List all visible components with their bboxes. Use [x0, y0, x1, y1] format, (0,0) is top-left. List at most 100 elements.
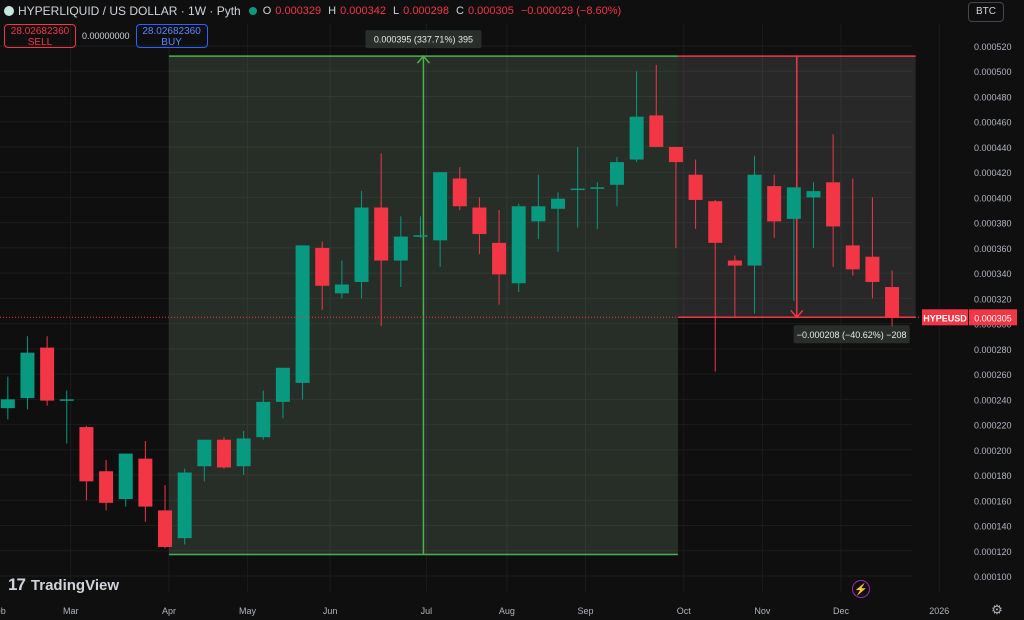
symbol-title[interactable]: HYPERLIQUID / US DOLLAR · 1W · Pyth: [18, 4, 241, 18]
candle[interactable]: [216, 437, 231, 469]
candle[interactable]: [138, 440, 153, 522]
time-tick-label: Dec: [833, 606, 850, 616]
candle[interactable]: [492, 210, 507, 305]
price-tick-label: 0.000440: [974, 143, 1012, 153]
candle[interactable]: [256, 390, 271, 440]
candle[interactable]: [688, 159, 703, 229]
time-tick-label: Mar: [63, 606, 79, 616]
candle[interactable]: [177, 468, 192, 545]
candle[interactable]: [374, 153, 389, 327]
candle[interactable]: [767, 174, 782, 238]
candle[interactable]: [20, 336, 35, 410]
sell-label: SELL: [27, 37, 53, 48]
time-tick-label: Jun: [323, 606, 338, 616]
measure-down-label: −0.000208 (−40.62%) −208: [797, 330, 907, 340]
candle[interactable]: [708, 199, 723, 372]
candle[interactable]: [649, 64, 664, 147]
candle[interactable]: [315, 241, 330, 310]
candle[interactable]: [511, 203, 526, 293]
candle-body: [158, 510, 173, 547]
candle[interactable]: [158, 485, 173, 549]
time-tick-label: Jul: [421, 606, 433, 616]
candle[interactable]: [668, 146, 683, 248]
candle[interactable]: [59, 390, 74, 444]
candle[interactable]: [845, 178, 860, 276]
price-tick-label: 0.000420: [974, 168, 1012, 178]
candle[interactable]: [570, 146, 585, 228]
candle-body: [374, 207, 389, 261]
candle[interactable]: [590, 182, 605, 229]
open-label: O: [262, 5, 272, 17]
change-value: −0.000029 (−8.60%): [520, 5, 622, 17]
candle-body: [767, 186, 782, 222]
candle-body: [590, 187, 605, 189]
lightning-icon[interactable]: ⚡: [852, 580, 870, 598]
candle[interactable]: [0, 376, 15, 420]
brand-mark: 17: [8, 575, 26, 594]
candle-body: [786, 187, 801, 219]
candle[interactable]: [865, 197, 880, 299]
candle[interactable]: [413, 216, 428, 238]
measure-up-arrow-head: [416, 54, 430, 64]
candle[interactable]: [236, 430, 251, 476]
last-price-badge-bg: [969, 309, 1017, 326]
candle-body: [688, 174, 703, 200]
price-tick-label: 0.000360: [974, 244, 1012, 254]
gear-icon[interactable]: ⚙: [991, 602, 1003, 617]
price-tick-label: 0.000280: [974, 345, 1012, 355]
candle-body: [177, 472, 192, 539]
candle-body: [885, 287, 900, 318]
candle[interactable]: [551, 192, 566, 252]
candle-body: [334, 284, 349, 294]
candle[interactable]: [334, 260, 349, 299]
candle[interactable]: [40, 336, 55, 406]
candle[interactable]: [452, 167, 467, 211]
price-tick-label: 0.000240: [974, 395, 1012, 405]
tradingview-logo[interactable]: 17 TradingView: [8, 575, 119, 595]
price-tick-label: 0.000140: [974, 522, 1012, 532]
candle[interactable]: [885, 270, 900, 327]
currency-select[interactable]: BTC: [968, 2, 1004, 22]
candle-body: [492, 242, 507, 275]
price-tick-label: 0.000400: [974, 193, 1012, 203]
candle[interactable]: [629, 71, 644, 163]
candle[interactable]: [609, 157, 624, 207]
candle[interactable]: [99, 459, 114, 511]
candle[interactable]: [531, 174, 546, 240]
candle-body: [0, 399, 15, 409]
candle-body: [806, 191, 821, 198]
candle[interactable]: [393, 216, 408, 288]
candle[interactable]: [118, 453, 133, 507]
candle-body: [708, 201, 723, 243]
candle[interactable]: [79, 425, 94, 501]
candle[interactable]: [826, 134, 841, 267]
symbol-tag-bg: [922, 309, 968, 326]
candle[interactable]: [727, 255, 742, 318]
measure-up-label: 0.000395 (337.71%) 395: [374, 35, 473, 45]
price-tick-label: 0.000460: [974, 118, 1012, 128]
time-tick-label: Feb: [0, 606, 6, 616]
measure-up[interactable]: 0.000395 (337.71%) 395: [168, 30, 678, 556]
buy-button[interactable]: 28.02682360 BUY: [135, 24, 208, 48]
price-axis: 0.000520 0.000500 0.000480 0.000460 0.000440…: [0, 42, 1017, 582]
price-tick-label: 0.000160: [974, 496, 1012, 506]
candle[interactable]: [806, 182, 821, 248]
candle[interactable]: [472, 197, 487, 255]
candle[interactable]: [354, 191, 369, 299]
candle[interactable]: [433, 172, 448, 267]
sell-button[interactable]: 28.02682360 SELL: [4, 24, 76, 48]
market-status-icon: [248, 7, 257, 15]
candle-body: [551, 198, 566, 209]
candle[interactable]: [295, 245, 310, 400]
candle-body: [668, 146, 683, 163]
candle[interactable]: [747, 155, 762, 314]
candle-body: [649, 115, 664, 147]
candle-body: [59, 399, 74, 401]
candle-body: [413, 235, 428, 237]
buy-label: BUY: [161, 37, 182, 48]
candle[interactable]: [275, 367, 290, 419]
candle[interactable]: [786, 187, 801, 301]
candle-body: [531, 206, 546, 222]
candle[interactable]: [197, 439, 212, 482]
